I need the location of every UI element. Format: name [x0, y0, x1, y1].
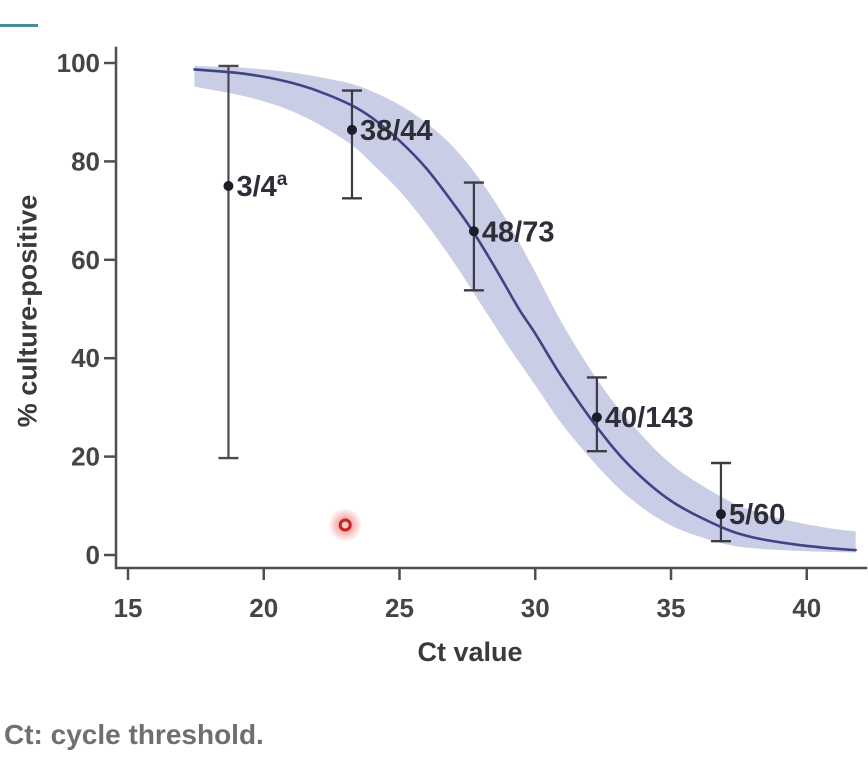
data-point-label: 5/60 [729, 499, 785, 531]
y-tick-label: 80 [71, 146, 100, 176]
data-point-group: 38/44 [341, 89, 433, 200]
y-tick-label: 20 [71, 442, 100, 472]
data-point-group: 3/4a [218, 64, 288, 460]
data-point-group: 40/143 [586, 376, 694, 453]
data-point-group: 5/60 [710, 461, 785, 543]
data-point-marker [468, 226, 479, 237]
data-point-label: 3/4a [236, 169, 287, 203]
accent-line [0, 24, 38, 27]
data-point-marker [346, 124, 357, 135]
y-tick-label: 100 [57, 48, 100, 78]
y-tick-label: 40 [71, 343, 100, 373]
x-tick-label: 20 [249, 593, 278, 623]
data-point-group: 48/73 [463, 181, 555, 292]
x-tick-label: 40 [792, 593, 821, 623]
x-tick-label: 25 [385, 593, 414, 623]
data-point-label: 38/44 [360, 115, 433, 147]
data-point-marker [715, 509, 726, 520]
x-tick-label: 35 [657, 593, 686, 623]
y-tick-label: 0 [86, 540, 100, 570]
figure-footnote: Ct: cycle threshold. [4, 719, 264, 750]
fit-curve [193, 68, 857, 552]
data-point-marker [591, 412, 602, 423]
data-point-label: 48/73 [482, 216, 555, 248]
confidence-band [194, 65, 856, 553]
click-indicator-icon [338, 518, 352, 532]
data-point-label: 40/143 [605, 402, 694, 434]
axes-lines [114, 46, 868, 570]
y-tick-label: 60 [71, 245, 100, 275]
x-axis-title: Ct value [417, 637, 523, 667]
x-tick-label: 30 [521, 593, 550, 623]
data-point-marker [223, 181, 234, 191]
y-axis-title: % culture-positive [12, 194, 43, 428]
x-tick-label: 15 [114, 593, 143, 623]
